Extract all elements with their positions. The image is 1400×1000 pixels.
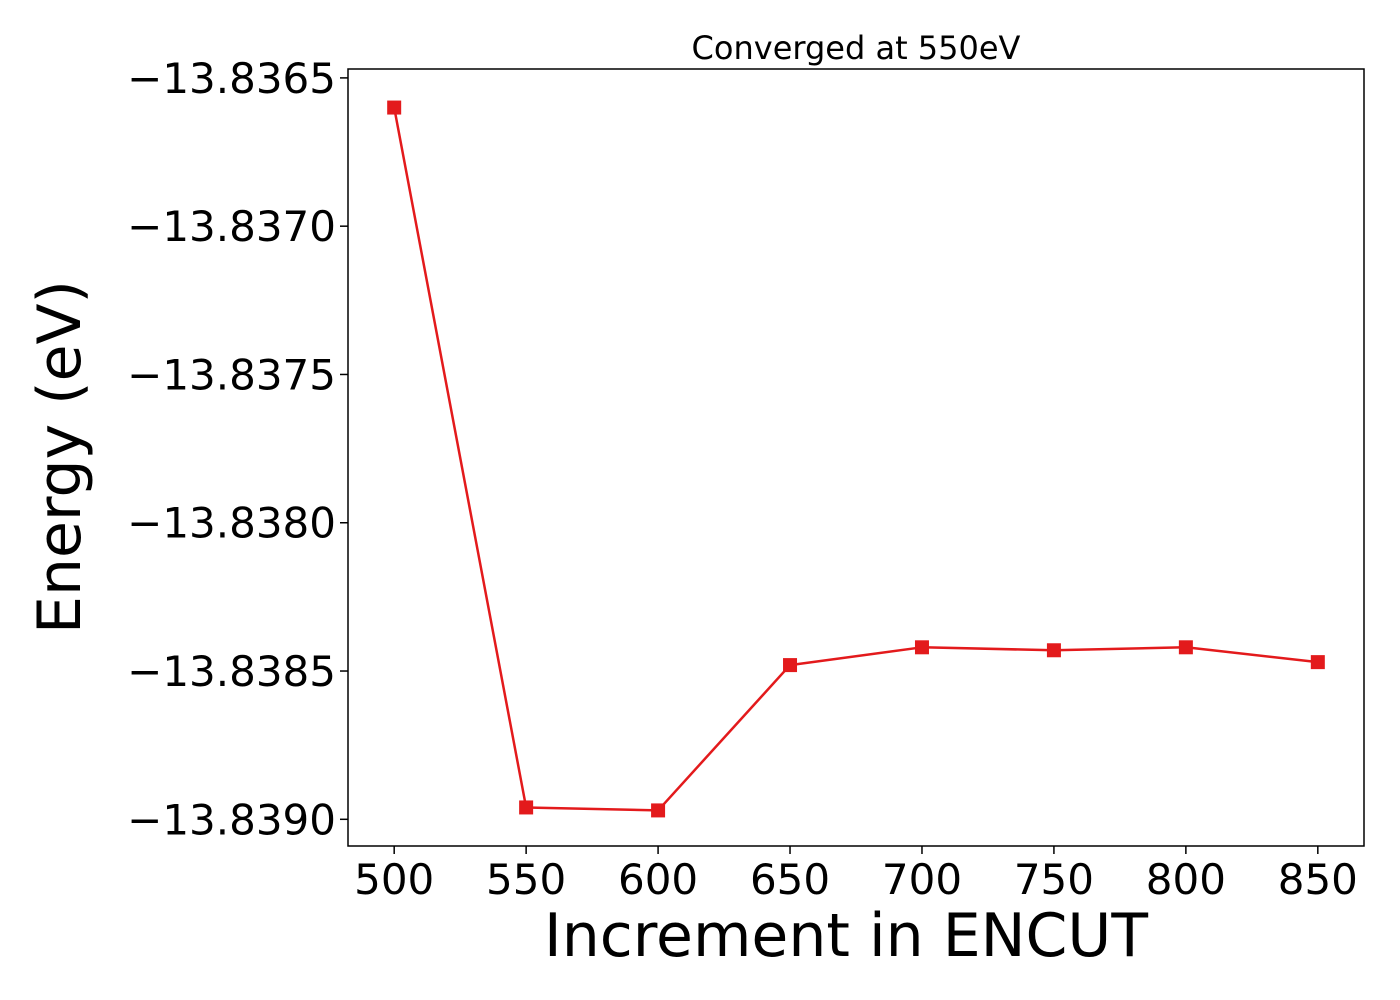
- x-tick-label: 850: [1278, 855, 1358, 904]
- series-layer: [387, 100, 1325, 818]
- x-tick-label: 600: [618, 855, 698, 904]
- data-point: [1046, 643, 1061, 658]
- x-tick-label: 650: [750, 855, 830, 904]
- y-tick-label: −13.8365: [127, 54, 336, 103]
- data-point: [783, 658, 798, 673]
- y-tick-label: −13.8380: [127, 499, 336, 548]
- x-tick-label: 800: [1146, 855, 1226, 904]
- ticks-layer: 500 550 600 650 700 750 800 850 −13.8365 −13.8370…: [127, 54, 1358, 904]
- x-tick-label: 550: [486, 855, 566, 904]
- data-point: [1178, 640, 1193, 655]
- y-axis-label: Energy (eV): [25, 280, 95, 634]
- data-point: [1310, 655, 1325, 670]
- x-axis-label: Increment in ENCUT: [544, 901, 1148, 971]
- y-tick-label: −13.8375: [127, 350, 336, 399]
- data-point: [651, 803, 666, 818]
- x-tick-label: 750: [1014, 855, 1094, 904]
- plot-area: [348, 69, 1364, 846]
- data-point: [387, 100, 402, 115]
- y-tick-label: −13.8370: [127, 202, 336, 251]
- series-line: [392, 107, 1318, 812]
- y-tick-label: −13.8385: [127, 647, 336, 696]
- data-point: [519, 800, 534, 815]
- chart-title: Converged at 550eV: [692, 29, 1021, 67]
- data-point: [914, 640, 929, 655]
- plot-frame: [347, 68, 1365, 847]
- y-tick-label: −13.8390: [127, 795, 336, 844]
- x-tick-label: 500: [354, 855, 434, 904]
- x-tick-label: 700: [882, 855, 962, 904]
